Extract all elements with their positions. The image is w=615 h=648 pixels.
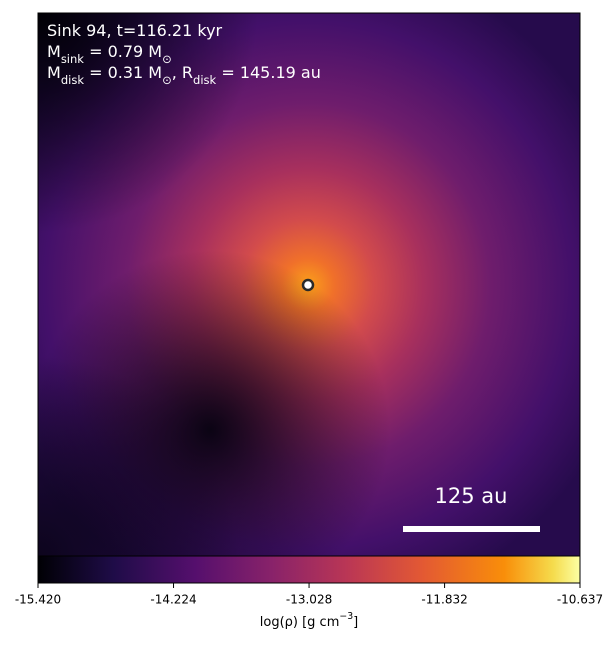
sink-marker: [301, 278, 315, 292]
colorbar: [37, 555, 581, 584]
annotation: Mdisk = 0.31 M⊙, Rdisk = 145.19 au: [47, 63, 321, 87]
colorbar-label: log(ρ) [g cm−3]: [260, 611, 358, 630]
scale-bar-label: 125 au: [435, 484, 508, 508]
tick-label: -10.637: [557, 593, 603, 607]
subscript: disk: [193, 73, 217, 87]
text-part: log(ρ) [g cm: [260, 615, 340, 630]
superscript: −3: [339, 611, 353, 622]
tick-label: -14.224: [150, 593, 196, 607]
text-part: M: [47, 42, 61, 61]
text-part: = 145.19 au: [216, 63, 321, 82]
subscript: ⊙: [162, 52, 172, 66]
text-part: ]: [353, 615, 358, 630]
annotation: Sink 94, t=116.21 kyr: [47, 21, 223, 40]
text-part: Sink 94, t=116.21 kyr: [47, 21, 223, 40]
tick-label: -13.028: [286, 593, 332, 607]
scale-bar: [403, 526, 540, 532]
annotation: Msink = 0.79 M⊙: [47, 42, 172, 66]
subscript: disk: [61, 73, 85, 87]
text-part: = 0.79 M: [84, 42, 162, 61]
subscript: sink: [61, 52, 84, 66]
subscript: ⊙: [162, 73, 172, 87]
text-part: M: [47, 63, 61, 82]
colorbar-axis: -15.420 -14.224 -13.028 -11.832 -10.637 log(ρ…: [15, 583, 603, 630]
text-part: , R: [172, 63, 193, 82]
tick-label: -15.420: [15, 593, 61, 607]
text-part: = 0.31 M: [84, 63, 162, 82]
tick-label: -11.832: [421, 593, 467, 607]
